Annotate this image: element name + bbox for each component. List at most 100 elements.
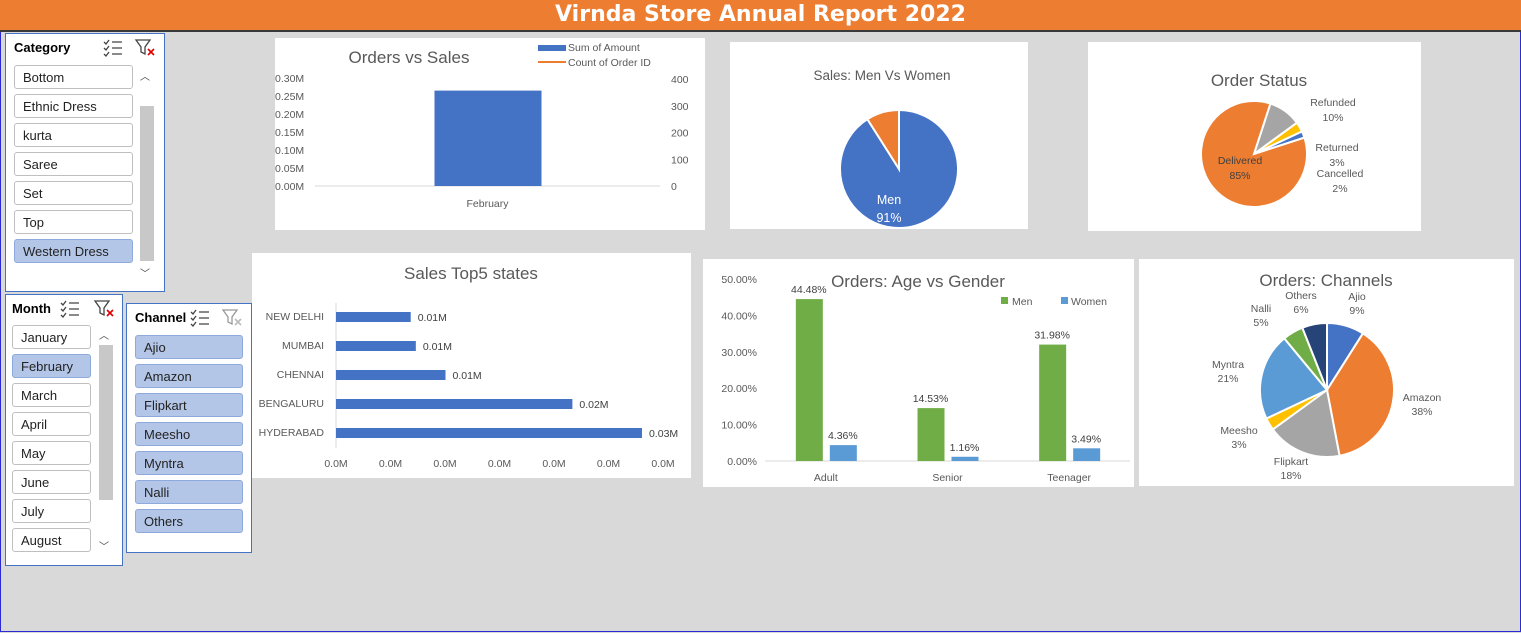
month-slicer[interactable]: Month January February March April May June Ju…: [5, 294, 123, 566]
channels-panel: Orders: Channels Ajio 9% Amazon 38% Flipkart 1…: [1139, 259, 1514, 486]
clear-filter-icon[interactable]: [93, 298, 115, 318]
month-item-march[interactable]: March: [12, 383, 91, 407]
multi-select-icon[interactable]: [189, 307, 211, 327]
y-tick-label: 10.00%: [721, 420, 757, 432]
channel-item-ajio[interactable]: Ajio: [135, 335, 243, 359]
age-vs-gender-chart: Orders: Age vs Gender Men Women 0.00% 10.00%…: [721, 272, 1130, 484]
category-item-saree[interactable]: Saree: [14, 152, 133, 176]
pie-label: Ajio: [1348, 291, 1366, 303]
category-item-bottom[interactable]: Bottom: [14, 65, 133, 89]
y2-tick-label: 400: [671, 74, 689, 86]
channel-slice-amazon: [1325, 332, 1395, 457]
category-item-kurta[interactable]: kurta: [14, 123, 133, 147]
pie-pct: 2%: [1332, 183, 1347, 195]
bar-mumbai: [336, 341, 416, 351]
x-tick-label: 0.0M: [597, 458, 620, 470]
channel-item-myntra[interactable]: Myntra: [135, 451, 243, 475]
category-item-ethnic-dress[interactable]: Ethnic Dress: [14, 94, 133, 118]
legend-label: Sum of Amount: [568, 42, 640, 54]
y-tick-label: 0.25M: [275, 91, 304, 103]
month-item-february[interactable]: February: [12, 354, 91, 378]
y-tick-label: 50.00%: [721, 274, 757, 286]
legend-label: Men: [1012, 296, 1033, 308]
pie-label: Returned: [1315, 142, 1358, 154]
data-label: 0.03M: [649, 428, 678, 440]
pie-pct: 10%: [1322, 112, 1343, 124]
channel-item-flipkart[interactable]: Flipkart: [135, 393, 243, 417]
bar-bengaluru: [336, 399, 573, 409]
x-tick-label: 0.0M: [433, 458, 456, 470]
channel-item-nalli[interactable]: Nalli: [135, 480, 243, 504]
x-tick-label: 0.0M: [324, 458, 347, 470]
category-slicer[interactable]: Category Bottom Ethnic Dress kurta Saree Set…: [5, 33, 165, 292]
scroll-down-icon[interactable]: ﹀: [99, 542, 109, 553]
legend-swatch-women: [1061, 297, 1068, 304]
data-label: 0.01M: [418, 312, 447, 324]
month-scrollbar[interactable]: ︿ ﹀: [97, 325, 113, 555]
scroll-up-icon[interactable]: ︿: [99, 331, 109, 342]
y-tick-label: HYDERABAD: [259, 427, 325, 439]
month-item-july[interactable]: July: [12, 499, 91, 523]
x-tick-label: 0.0M: [488, 458, 511, 470]
bar-new-delhi: [336, 312, 411, 322]
pie-label: Delivered: [1218, 155, 1263, 167]
channel-slice-others: [1301, 321, 1328, 391]
pie-pct: 38%: [1411, 406, 1432, 418]
y-tick-label: 0.10M: [275, 145, 304, 157]
clear-filter-icon[interactable]: [134, 37, 156, 57]
pie-label: Flipkart: [1274, 456, 1309, 468]
pie-pct: 21%: [1217, 373, 1238, 385]
month-item-august[interactable]: August: [12, 528, 91, 552]
multi-select-icon[interactable]: [102, 37, 124, 57]
month-item-january[interactable]: January: [12, 325, 91, 349]
pie-label: Myntra: [1212, 359, 1244, 371]
data-label: 44.48%: [791, 284, 827, 296]
y-tick-label: 30.00%: [721, 347, 757, 359]
channel-item-meesho[interactable]: Meesho: [135, 422, 243, 446]
bar-men-senior: [917, 408, 945, 461]
month-item-april[interactable]: April: [12, 412, 91, 436]
pie-pct: 6%: [1293, 304, 1308, 316]
bar-women-senior: [951, 456, 979, 461]
pie-pct: 5%: [1253, 317, 1268, 329]
month-slicer-title: Month: [12, 301, 51, 316]
y-tick-label: CHENNAI: [277, 369, 324, 381]
multi-select-icon[interactable]: [59, 298, 81, 318]
scroll-down-icon[interactable]: ﹀: [140, 269, 150, 280]
x-tick-label: Teenager: [1047, 472, 1091, 484]
channel-item-amazon[interactable]: Amazon: [135, 364, 243, 388]
sales-men-women-panel: Sales: Men Vs Women Men 91%: [730, 42, 1028, 229]
pie-pct-men: 91%: [876, 211, 901, 225]
orders-vs-sales-chart: Orders vs Sales Sum of Amount Count of Ord…: [275, 42, 689, 210]
bar-hyderabad: [336, 428, 642, 438]
bar-sum-of-amount: [434, 90, 542, 186]
channel-slicer[interactable]: Channel Ajio Amazon Flipkart Meesho Myntra Na…: [126, 303, 252, 553]
category-item-set[interactable]: Set: [14, 181, 133, 205]
y2-tick-label: 300: [671, 101, 689, 113]
legend-swatch-count: [538, 61, 566, 63]
category-scrollbar[interactable]: ︿ ﹀: [138, 66, 154, 282]
category-item-top[interactable]: Top: [14, 210, 133, 234]
category-slicer-title: Category: [14, 40, 71, 55]
category-item-western-dress[interactable]: Western Dress: [14, 239, 133, 263]
clear-filter-icon[interactable]: [221, 307, 243, 327]
x-tick-label: Adult: [814, 472, 838, 484]
y2-tick-label: 200: [671, 128, 689, 140]
y2-tick-label: 100: [671, 154, 689, 166]
sales-top5-chart: Sales Top5 states NEW DELHI 0.01M MUMBAI 0.0…: [259, 264, 679, 470]
bar-chennai: [336, 370, 446, 380]
x-tick-label: 0.0M: [542, 458, 565, 470]
y-tick-label: 20.00%: [721, 383, 757, 395]
x-tick-label: February: [466, 198, 509, 210]
data-label: 3.49%: [1071, 433, 1101, 445]
y-tick-label: 40.00%: [721, 310, 757, 322]
data-label: 31.98%: [1034, 330, 1070, 342]
chart-title: Orders vs Sales: [349, 48, 470, 67]
scroll-up-icon[interactable]: ︿: [140, 72, 150, 83]
month-item-may[interactable]: May: [12, 441, 91, 465]
channel-item-others[interactable]: Others: [135, 509, 243, 533]
chart-title: Orders: Channels: [1259, 271, 1392, 290]
month-item-june[interactable]: June: [12, 470, 91, 494]
